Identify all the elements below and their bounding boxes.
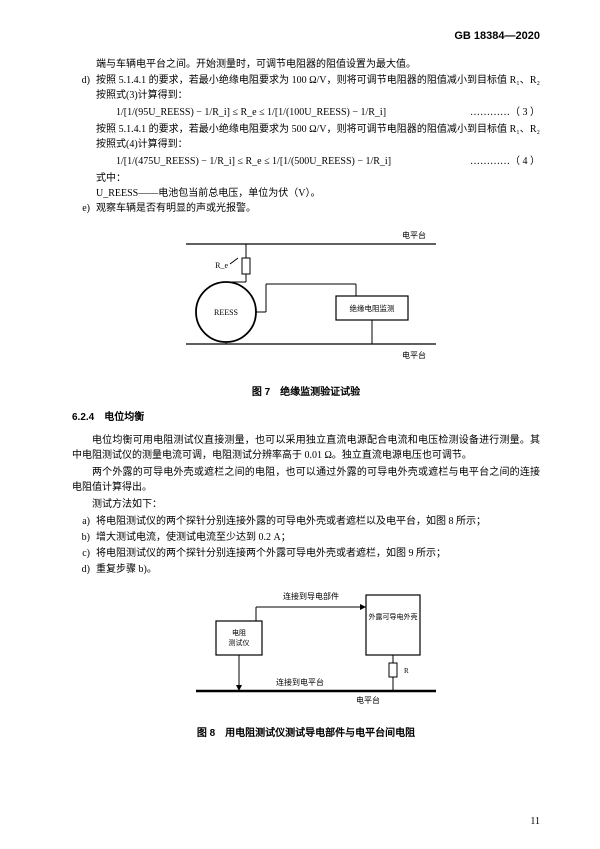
item-624a: a) 将电阻测试仪的两个探针分别连接外露的可导电外壳或者遮栏以及电平台，如图 8… xyxy=(72,514,540,529)
item-624d: d) 重复步骤 b)。 xyxy=(72,562,540,577)
standard-code: GB 18384—2020 xyxy=(72,28,540,45)
item-624b: b) 增大测试电流，使测试电流至少达到 0.2 A； xyxy=(72,530,540,545)
d-text1: 按照 5.1.4.1 的要求，若最小绝缘电阻要求为 100 Ω/V，则将可调节电… xyxy=(96,73,540,103)
item-624a-text: 将电阻测试仪的两个探针分别连接外露的可导电外壳或者遮栏以及电平台，如图 8 所示… xyxy=(96,514,540,529)
figure-7-caption: 图 7 绝缘监测验证试验 xyxy=(72,385,540,400)
figure-7: 电平台 R_e REESS 绝缘电阻监测 电平台 xyxy=(72,224,540,379)
item-624b-text: 增大测试电流，使测试电流至少达到 0.2 A； xyxy=(96,530,540,545)
item-d-label: d) xyxy=(72,73,96,103)
item-e-text: 观察车辆是否有明显的声或光报警。 xyxy=(96,201,540,216)
item-624c: c) 将电阻测试仪的两个探针分别连接两个外露可导电外壳或者遮栏，如图 9 所示； xyxy=(72,546,540,561)
fig8-platform-label: 电平台 xyxy=(356,695,380,705)
var-u-reess: U_REESS——电池包当前总电压，单位为伏（V）。 xyxy=(96,186,540,201)
fig8-botwire-label: 连接到电平台 xyxy=(276,677,324,687)
formula-4-num: …………（ 4 ） xyxy=(460,154,540,169)
fig7-re-label: R_e xyxy=(215,261,228,270)
p624-3: 测试方法如下： xyxy=(72,497,540,512)
item-624d-text: 重复步骤 b)。 xyxy=(96,562,540,577)
item-624c-text: 将电阻测试仪的两个探针分别连接两个外露可导电外壳或者遮栏，如图 9 所示； xyxy=(96,546,540,561)
fig7-monitor-label: 绝缘电阻监测 xyxy=(350,303,395,313)
item-e-label: e) xyxy=(72,201,96,216)
formula-3-math: 1/[1/(95U_REESS) − 1/R_i] ≤ R_e ≤ 1/[1/(… xyxy=(116,105,460,120)
figure-8: 连接到导电部件 外露可导电外壳 电阻 测试仪 R 连接到电平台 电平台 xyxy=(72,585,540,720)
fig8-tester-l2: 测试仪 xyxy=(229,638,250,647)
item-d: d) 按照 5.1.4.1 的要求，若最小绝缘电阻要求为 100 Ω/V，则将可… xyxy=(72,73,540,103)
fig8-topwire-label: 连接到导电部件 xyxy=(283,591,339,601)
item-624d-label: d) xyxy=(72,562,96,577)
shizhong: 式中： xyxy=(96,171,540,186)
item-624c-label: c) xyxy=(72,546,96,561)
fig7-platform-bot: 电平台 xyxy=(402,350,426,360)
d-text2: 按照 5.1.4.1 的要求，若最小绝缘电阻要求为 500 Ω/V，则将可调节电… xyxy=(96,122,540,152)
formula-4: 1/[1/(475U_REESS) − 1/R_i] ≤ R_e ≤ 1/[1/… xyxy=(116,154,540,169)
d-continuation: 端与车辆电平台之间。开始测量时，可调节电阻器的阻值设置为最大值。 xyxy=(96,57,540,72)
formula-3: 1/[1/(95U_REESS) − 1/R_i] ≤ R_e ≤ 1/[1/(… xyxy=(116,105,540,120)
page-number: 11 xyxy=(530,814,540,829)
fig7-platform-top: 电平台 xyxy=(402,230,426,240)
fig7-reess-label: REESS xyxy=(214,308,238,317)
p624-1: 电位均衡可用电阻测试仪直接测量，也可以采用独立直流电源配合电流和电压检测设备进行… xyxy=(72,433,540,463)
p624-2: 两个外露的可导电外壳或遮栏之间的电阻，也可以通过外露的可导电外壳或遮栏与电平台之… xyxy=(72,465,540,495)
item-d-content: 按照 5.1.4.1 的要求，若最小绝缘电阻要求为 100 Ω/V，则将可调节电… xyxy=(96,73,540,103)
item-d-cont: 按照 5.1.4.1 的要求，若最小绝缘电阻要求为 500 Ω/V，则将可调节电… xyxy=(72,122,540,152)
formula-4-math: 1/[1/(475U_REESS) − 1/R_i] ≤ R_e ≤ 1/[1/… xyxy=(116,154,460,169)
fig8-case-label: 外露可导电外壳 xyxy=(369,612,418,621)
item-624a-label: a) xyxy=(72,514,96,529)
fig8-r-label: R xyxy=(404,667,409,675)
formula-3-num: …………（ 3 ） xyxy=(460,105,540,120)
fig8-tester-l1: 电阻 xyxy=(232,628,246,637)
section-6-2-4-head: 6.2.4 电位均衡 xyxy=(72,410,540,425)
item-e: e) 观察车辆是否有明显的声或光报警。 xyxy=(72,201,540,216)
item-624b-label: b) xyxy=(72,530,96,545)
figure-8-caption: 图 8 用电阻测试仪测试导电部件与电平台间电阻 xyxy=(72,726,540,741)
